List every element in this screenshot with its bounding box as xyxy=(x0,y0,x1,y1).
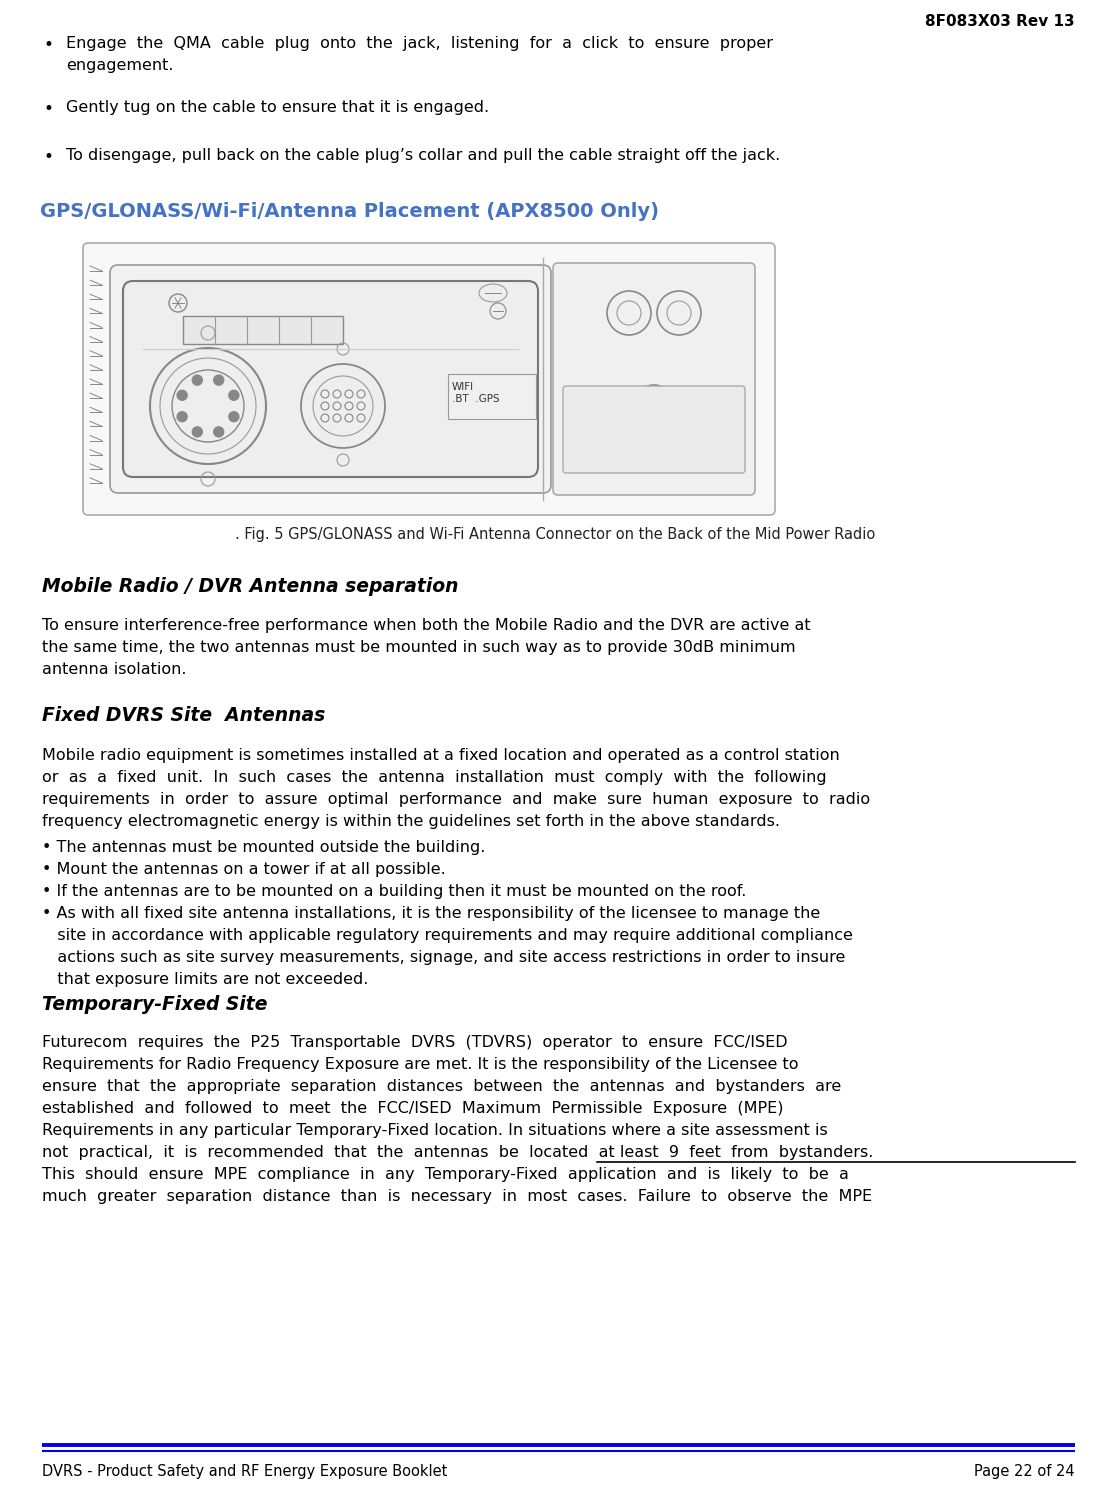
Text: To disengage, pull back on the cable plug’s collar and pull the cable straight o: To disengage, pull back on the cable plu… xyxy=(66,148,780,163)
Text: This  should  ensure  MPE  compliance  in  any  Temporary-Fixed  application  an: This should ensure MPE compliance in any… xyxy=(42,1168,849,1183)
Text: the same time, the two antennas must be mounted in such way as to provide 30dB m: the same time, the two antennas must be … xyxy=(42,640,795,655)
FancyBboxPatch shape xyxy=(563,386,745,472)
Text: To ensure interference-free performance when both the Mobile Radio and the DVR a: To ensure interference-free performance … xyxy=(42,617,811,632)
Text: Requirements in any particular Temporary-Fixed location. In situations where a s: Requirements in any particular Temporary… xyxy=(42,1123,828,1138)
Text: Page 22 of 24: Page 22 of 24 xyxy=(974,1464,1075,1479)
Text: •: • xyxy=(44,100,53,118)
Text: Futurecom  requires  the  P25  Transportable  DVRS  (TDVRS)  operator  to  ensur: Futurecom requires the P25 Transportable… xyxy=(42,1035,788,1049)
Text: Requirements for Radio Frequency Exposure are met. It is the responsibility of t: Requirements for Radio Frequency Exposur… xyxy=(42,1057,799,1072)
Text: Fixed DVRS Site  Antennas: Fixed DVRS Site Antennas xyxy=(42,706,326,725)
Text: • If the antennas are to be mounted on a building then it must be mounted on the: • If the antennas are to be mounted on a… xyxy=(42,884,747,898)
Text: • Mount the antennas on a tower if at all possible.: • Mount the antennas on a tower if at al… xyxy=(42,863,446,878)
Text: or  as  a  fixed  unit.  In  such  cases  the  antenna  installation  must  comp: or as a fixed unit. In such cases the an… xyxy=(42,770,827,785)
Text: • As with all fixed site antenna installations, it is the responsibility of the : • As with all fixed site antenna install… xyxy=(42,906,820,921)
Text: that exposure limits are not exceeded.: that exposure limits are not exceeded. xyxy=(42,972,369,987)
Text: 8F083X03 Rev 13: 8F083X03 Rev 13 xyxy=(925,13,1075,28)
Text: actions such as site survey measurements, signage, and site access restrictions : actions such as site survey measurements… xyxy=(42,949,845,964)
Text: • The antennas must be mounted outside the building.: • The antennas must be mounted outside t… xyxy=(42,840,486,855)
Text: antenna isolation.: antenna isolation. xyxy=(42,662,187,677)
Text: much  greater  separation  distance  than  is  necessary  in  most  cases.  Fail: much greater separation distance than is… xyxy=(42,1189,872,1203)
Text: GPS/GLONASS/Wi-Fi/Antenna Placement (APX8500 Only): GPS/GLONASS/Wi-Fi/Antenna Placement (APX… xyxy=(40,202,659,221)
Text: Engage  the  QMA  cable  plug  onto  the  jack,  listening  for  a  click  to  e: Engage the QMA cable plug onto the jack,… xyxy=(66,36,773,51)
Circle shape xyxy=(177,390,187,401)
Text: Mobile radio equipment is sometimes installed at a fixed location and operated a: Mobile radio equipment is sometimes inst… xyxy=(42,748,840,762)
Text: ensure  that  the  appropriate  separation  distances  between  the  antennas  a: ensure that the appropriate separation d… xyxy=(42,1079,841,1094)
Text: Gently tug on the cable to ensure that it is engaged.: Gently tug on the cable to ensure that i… xyxy=(66,100,489,115)
FancyBboxPatch shape xyxy=(553,263,755,495)
Circle shape xyxy=(213,428,223,437)
Text: . Fig. 5 GPS/GLONASS and Wi-Fi Antenna Connector on the Back of the Mid Power Ra: . Fig. 5 GPS/GLONASS and Wi-Fi Antenna C… xyxy=(234,528,875,543)
Circle shape xyxy=(213,375,223,386)
Text: •: • xyxy=(44,36,53,54)
Text: WIFI
.BT  .GPS: WIFI .BT .GPS xyxy=(452,383,500,404)
Text: Temporary-Fixed Site: Temporary-Fixed Site xyxy=(42,996,268,1014)
Bar xyxy=(183,315,343,344)
Circle shape xyxy=(177,411,187,422)
FancyBboxPatch shape xyxy=(123,281,538,477)
Circle shape xyxy=(229,411,239,422)
Text: •: • xyxy=(44,148,53,166)
FancyBboxPatch shape xyxy=(110,265,551,493)
Text: not  practical,  it  is  recommended  that  the  antennas  be  located  at least: not practical, it is recommended that th… xyxy=(42,1145,873,1160)
Circle shape xyxy=(192,428,202,437)
Text: requirements  in  order  to  assure  optimal  performance  and  make  sure  huma: requirements in order to assure optimal … xyxy=(42,792,870,807)
Bar xyxy=(448,374,536,419)
Text: Mobile Radio / DVR Antenna separation: Mobile Radio / DVR Antenna separation xyxy=(42,577,459,597)
Circle shape xyxy=(192,375,202,386)
Text: frequency electromagnetic energy is within the guidelines set forth in the above: frequency electromagnetic energy is with… xyxy=(42,813,780,830)
Text: established  and  followed  to  meet  the  FCC/ISED  Maximum  Permissible  Expos: established and followed to meet the FCC… xyxy=(42,1100,783,1115)
FancyBboxPatch shape xyxy=(83,244,775,514)
Text: DVRS - Product Safety and RF Energy Exposure Booklet: DVRS - Product Safety and RF Energy Expo… xyxy=(42,1464,448,1479)
Circle shape xyxy=(229,390,239,401)
Text: engagement.: engagement. xyxy=(66,58,173,73)
Text: site in accordance with applicable regulatory requirements and may require addit: site in accordance with applicable regul… xyxy=(42,928,853,943)
